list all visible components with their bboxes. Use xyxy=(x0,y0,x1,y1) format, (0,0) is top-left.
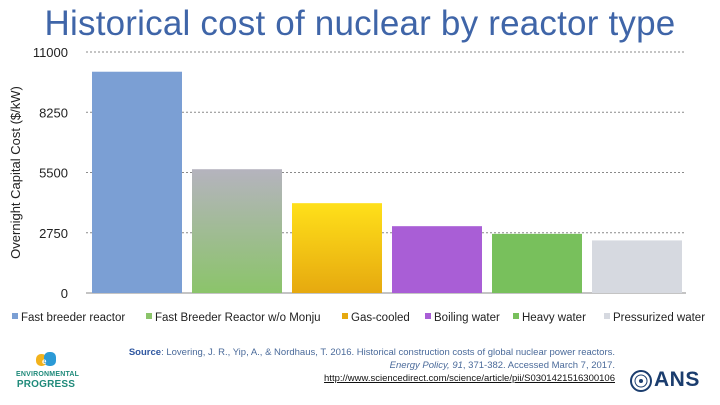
y-axis-label: Overnight Capital Cost ($/kW) xyxy=(8,86,23,259)
y-tick-label: 8250 xyxy=(39,105,68,120)
y-tick-label: 11000 xyxy=(33,45,68,60)
ans-seal-icon xyxy=(630,370,652,392)
bar-6 xyxy=(592,240,682,293)
bar-1 xyxy=(92,71,182,293)
source-journal: Energy Policy, 91 xyxy=(389,360,463,371)
y-tick-label: 2750 xyxy=(39,226,68,241)
legend-swatch xyxy=(513,313,519,319)
source-label: Source xyxy=(128,347,162,358)
svg-text:e: e xyxy=(42,357,47,366)
bar-2 xyxy=(192,169,282,293)
legend-label: Pressurized water xyxy=(613,312,705,324)
legend-swatch xyxy=(146,313,152,319)
chart: 0 2750 5500 8250 11000 Overnight Capital Cost… xyxy=(8,45,705,324)
ep-logo-line2: PROGRESS xyxy=(16,379,76,390)
source-url-link[interactable]: http://www.sciencedirect.com/science/art… xyxy=(324,373,615,384)
legend-label: Fast breeder reactor xyxy=(21,312,125,324)
bar-3 xyxy=(292,203,382,293)
chart-title: Historical cost of nuclear by reactor ty… xyxy=(44,4,676,43)
legend-swatch xyxy=(604,313,610,319)
y-tick-label: 0 xyxy=(61,286,68,301)
legend-swatch xyxy=(425,313,431,319)
ans-logo-text: ANS xyxy=(654,368,700,391)
legend-swatch xyxy=(12,313,18,319)
source-line2: , 371-382. Accessed March 7, 2017. xyxy=(462,360,615,371)
legend-label: Fast Breeder Reactor w/o Monju xyxy=(155,312,321,324)
ans-logo: ANS xyxy=(630,368,704,396)
source-citation: Source: Lovering, J. R., Yip, A., & Nord… xyxy=(110,346,615,385)
legend-label: Boiling water xyxy=(434,312,500,324)
y-tick-label: 5500 xyxy=(39,166,68,181)
legend-label: Heavy water xyxy=(522,312,586,324)
bar-4 xyxy=(392,226,482,293)
environmental-progress-logo: e ENVIRONMENTAL PROGRESS xyxy=(16,352,80,400)
ep-logo-line1: ENVIRONMENTAL xyxy=(16,371,80,378)
legend-swatch xyxy=(342,313,348,319)
ep-mark-icon: e xyxy=(36,352,56,366)
source-line1: : Lovering, J. R., Yip, A., & Nordhaus, … xyxy=(161,347,615,358)
bar-5 xyxy=(492,233,582,293)
legend-label: Gas-cooled xyxy=(351,312,410,324)
